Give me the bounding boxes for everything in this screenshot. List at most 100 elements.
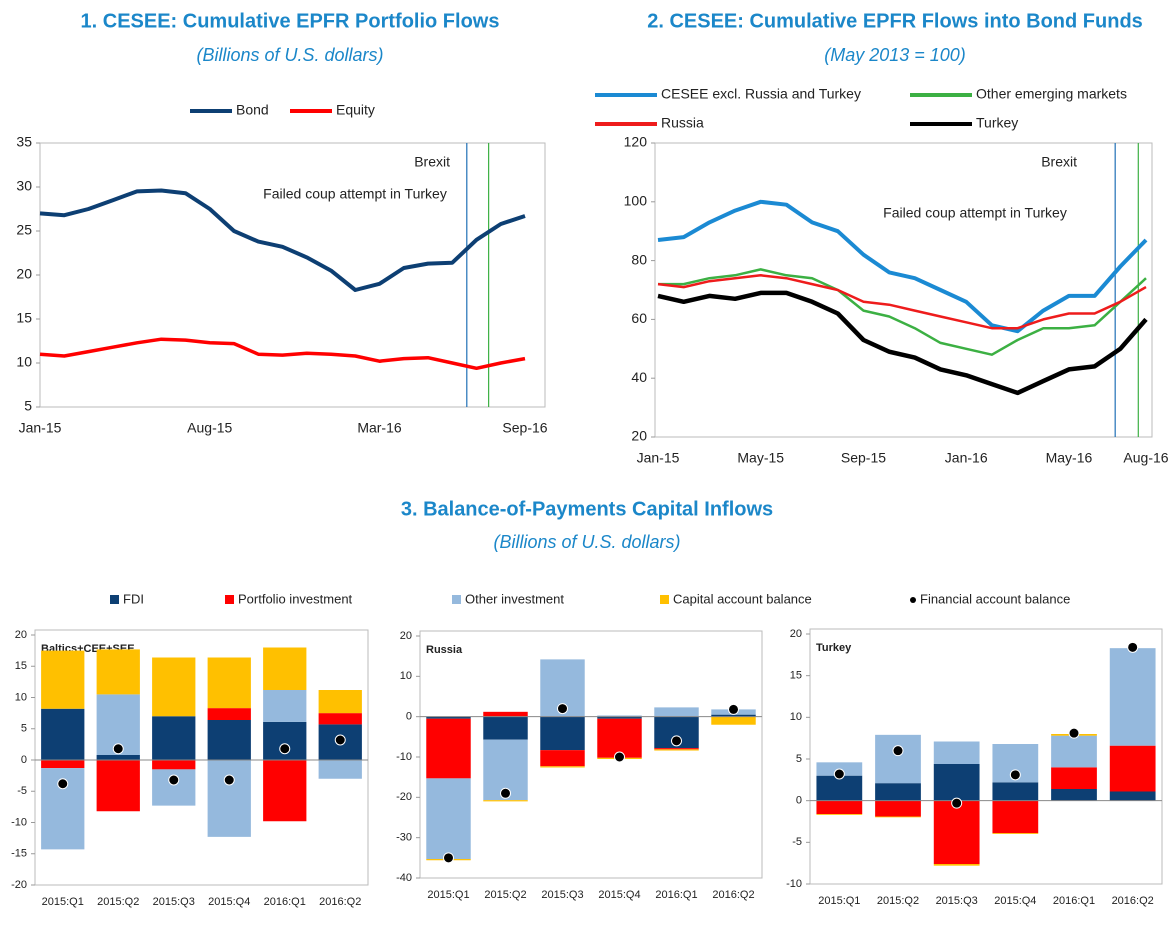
series-line [658, 268, 1147, 356]
bar-segment [933, 741, 980, 764]
bar-segment [816, 814, 863, 815]
y-tick-label: 20 [15, 629, 27, 641]
financial-balance-dot [500, 787, 511, 799]
bar-segment [711, 716, 756, 725]
series-line [657, 290, 1148, 396]
bar-segment [483, 716, 528, 740]
legend-label: CESEE excl. Russia and Turkey [661, 86, 861, 102]
bar-segment [654, 707, 699, 717]
y-tick-label: 40 [631, 369, 647, 385]
financial-balance-dot [443, 852, 454, 864]
legend-label: Equity [336, 102, 375, 118]
y-tick-label: 15 [790, 670, 802, 682]
y-tick-label: 20 [631, 428, 647, 444]
financial-balance-dot [951, 797, 963, 809]
financial-balance-dot [614, 751, 625, 763]
financial-balance-dot [1068, 727, 1080, 739]
x-tick-label: 2015:Q2 [97, 896, 139, 908]
financial-balance-dot [57, 778, 69, 790]
x-tick-label: 2015:Q3 [153, 896, 195, 908]
bar-segment [207, 760, 251, 837]
y-tick-label: -20 [396, 791, 412, 803]
x-tick-label: Sep-16 [502, 420, 547, 436]
y-tick-label: 20 [16, 266, 32, 282]
x-tick-label: 2015:Q3 [936, 895, 978, 907]
y-tick-label: -5 [17, 785, 27, 797]
bar-segment [992, 782, 1039, 801]
x-tick-label: Aug-15 [187, 420, 232, 436]
bar-segment [426, 716, 471, 719]
x-tick-label: 2015:Q2 [877, 895, 919, 907]
event-label: Failed coup attempt in Turkey [883, 205, 1067, 221]
bar-segment [152, 657, 196, 717]
panel-frame [809, 628, 1163, 885]
chart-title: 1. CESEE: Cumulative EPFR Portfolio Flow… [81, 10, 500, 32]
legend-label: Turkey [976, 115, 1018, 131]
bar-segment [654, 748, 699, 750]
y-tick-label: 10 [16, 354, 32, 370]
legend-label: Russia [661, 115, 704, 131]
bar-segment [426, 718, 471, 779]
x-tick-label: 2015:Q3 [541, 889, 583, 901]
bar-segment [96, 760, 140, 812]
financial-balance-dot [223, 774, 235, 786]
chart-subtitle: (May 2013 = 100) [824, 45, 966, 65]
bar-segment [96, 649, 140, 695]
bar-segment [711, 714, 756, 717]
x-tick-label: 2016:Q1 [655, 889, 697, 901]
financial-balance-dot [279, 743, 291, 755]
bar-segment [597, 716, 642, 719]
bar-segment [1051, 789, 1097, 801]
financial-balance-dot [168, 774, 180, 786]
financial-balance-dot [1127, 641, 1139, 653]
bar-segment [816, 800, 863, 814]
bar-segment [1109, 791, 1156, 801]
panel-label: Turkey [816, 642, 852, 654]
series-line [657, 199, 1148, 334]
x-tick-label: Sep-15 [841, 450, 886, 466]
x-tick-label: May-16 [1046, 450, 1093, 466]
bar-segment [1051, 767, 1097, 789]
financial-balance-dot [728, 703, 739, 715]
y-tick-label: -5 [792, 836, 802, 848]
legend-swatch [225, 595, 234, 604]
bar-segment [875, 800, 921, 817]
y-tick-label: 30 [16, 178, 32, 194]
bar-segment [992, 833, 1039, 834]
x-tick-label: Jan-16 [945, 450, 988, 466]
y-tick-label: 25 [16, 222, 32, 238]
chart-subtitle: (Billions of U.S. dollars) [493, 532, 680, 552]
x-tick-label: 2015:Q1 [42, 896, 84, 908]
bar-segment [483, 711, 528, 717]
x-tick-label: 2015:Q4 [994, 895, 1036, 907]
financial-balance-dot [1009, 769, 1021, 781]
y-tick-label: -10 [11, 816, 27, 828]
bar-segment [933, 800, 980, 864]
x-tick-label: 2015:Q2 [484, 889, 526, 901]
legend-label: Capital account balance [673, 591, 812, 606]
y-tick-label: -30 [396, 832, 412, 844]
financial-balance-dot [892, 745, 904, 757]
bar-segment [875, 816, 921, 818]
x-tick-label: 2016:Q1 [1053, 895, 1095, 907]
bar-segment [41, 708, 85, 760]
x-tick-label: May-15 [737, 450, 784, 466]
legend-swatch [910, 597, 916, 603]
x-tick-label: 2015:Q1 [427, 889, 469, 901]
bar-segment [1051, 735, 1097, 768]
x-tick-label: 2016:Q2 [319, 896, 361, 908]
event-label: Brexit [414, 154, 450, 170]
x-tick-label: 2016:Q1 [264, 896, 306, 908]
bar-segment [933, 764, 980, 801]
x-tick-label: 2016:Q2 [712, 889, 754, 901]
bar-segment [263, 721, 307, 760]
bar-segment [933, 864, 980, 866]
plot-frame [654, 142, 1153, 438]
legend-label: Bond [236, 102, 269, 118]
event-label: Brexit [1041, 154, 1077, 170]
bar-segment [207, 657, 251, 709]
bar-segment [318, 690, 362, 714]
y-tick-label: 10 [400, 670, 412, 682]
bar-segment [483, 800, 528, 802]
